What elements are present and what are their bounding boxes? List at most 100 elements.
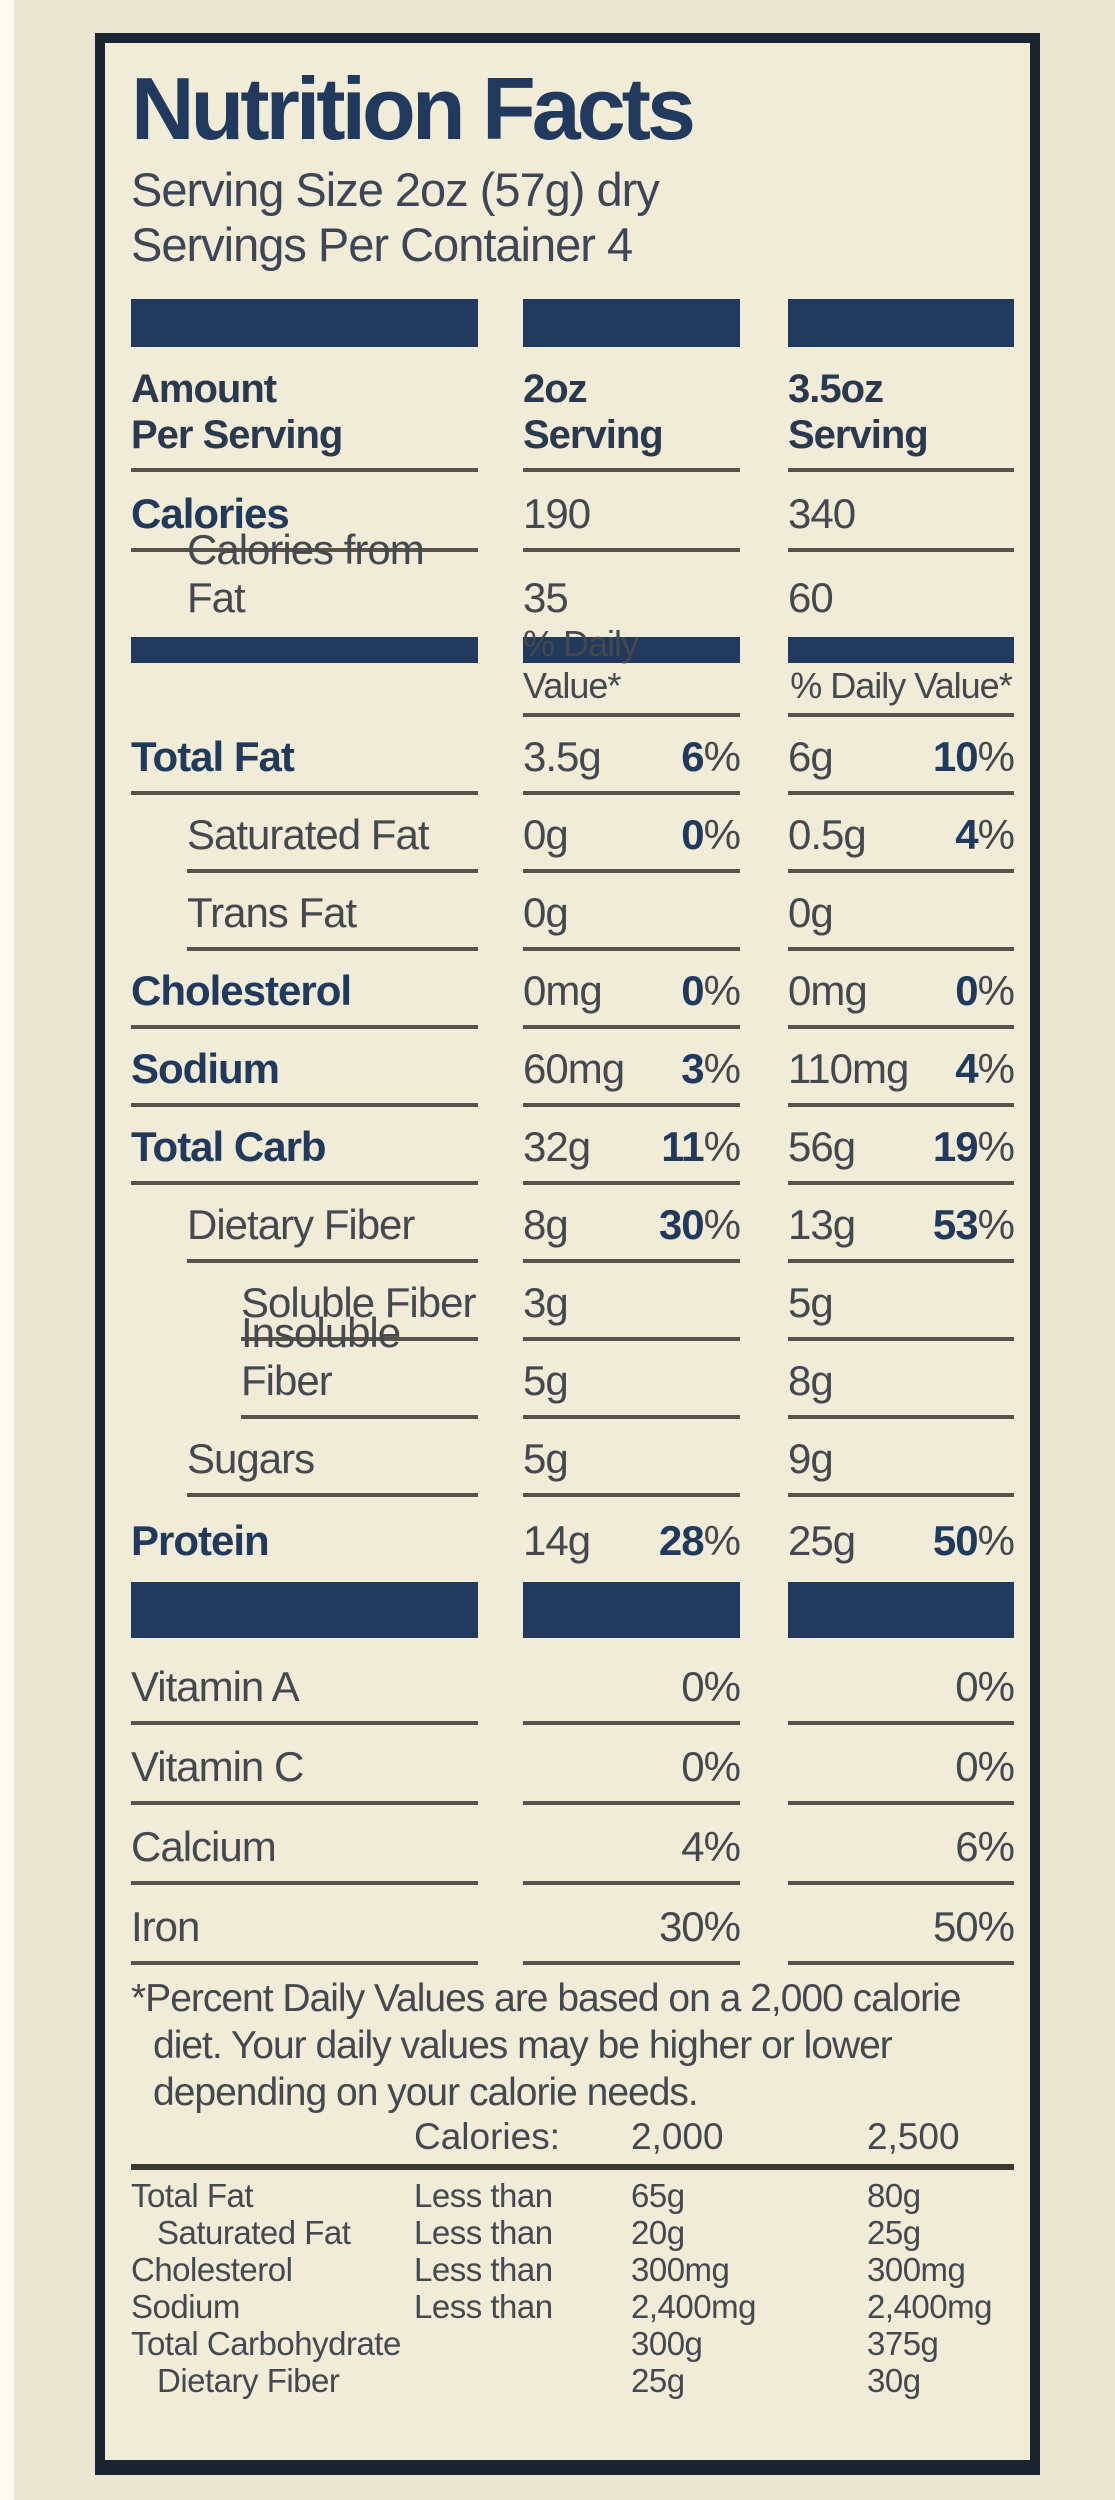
row-cholesterol-label: Cholesterol — [131, 967, 478, 1029]
total-fat-2oz-amount: 3.5g — [523, 733, 602, 780]
nutrition-facts-panel: Nutrition Facts Serving Size 2oz (57g) d… — [95, 33, 1040, 2475]
vitamin-c-3-5oz-dv: 0% — [955, 1743, 1015, 1790]
vitamin-a-2oz-dv: 0% — [681, 1663, 741, 1710]
servings-per-container-text: Servings Per Container 4 — [131, 218, 633, 271]
column-headers-row: Amount Per Serving 2oz Serving 3.5oz Ser… — [131, 347, 1014, 472]
saturated-fat-3-5oz-dv: 4% — [955, 811, 1015, 858]
calcium-2oz-dv: 4% — [681, 1823, 741, 1870]
reference-dietary-fiber-2000: 25g — [631, 2362, 685, 2399]
total-carb-2oz-amount: 32g — [523, 1123, 591, 1170]
calories-3-5oz-value: 340 — [788, 490, 856, 537]
reference-dietary-fiber-label: Dietary Fiber — [157, 2362, 340, 2399]
total-carb-3-5oz-amount: 56g — [788, 1123, 856, 1170]
row-iron: Iron 30% 50% — [131, 1885, 1015, 1965]
row-calories-from-fat-label: Calories from Fat — [187, 526, 425, 621]
cholesterol-3-5oz-dv: 0% — [955, 967, 1015, 1014]
row-vitamin-a: Vitamin A 0% 0% — [131, 1645, 1015, 1725]
row-vitamin-c: Vitamin C 0% 0% — [131, 1725, 1015, 1805]
row-dietary-fiber: Dietary Fiber 8g 30% 13g 53% — [131, 1185, 1015, 1263]
saturated-fat-2oz-dv: 0% — [681, 811, 741, 858]
reference-saturated-fat-2000: 20g — [631, 2214, 685, 2251]
reference-row-dietary-fiber: Dietary Fiber 25g 30g — [131, 2362, 1014, 2400]
page-edge-strip — [0, 0, 14, 2500]
reference-sodium-qualifier: Less than — [414, 2288, 553, 2325]
total-fat-2oz-dv: 6% — [681, 733, 741, 780]
vitamin-c-2oz-dv: 0% — [681, 1743, 741, 1790]
sodium-3-5oz-dv: 4% — [955, 1045, 1015, 1092]
row-soluble-fiber-label: Soluble Fiber — [241, 1279, 478, 1341]
reference-total-fat-2000: 65g — [631, 2177, 685, 2214]
reference-table-header: Calories: 2,000 2,500 — [131, 2110, 1014, 2170]
reference-2500-header: 2,500 — [867, 2116, 960, 2157]
dietary-fiber-2oz-dv: 30% — [658, 1201, 741, 1248]
reference-row-saturated-fat: Saturated Fat Less than 20g 25g — [131, 2214, 1014, 2252]
saturated-fat-2oz-amount: 0g — [523, 811, 569, 858]
sugars-3-5oz-amount: 9g — [788, 1435, 834, 1482]
divider-bar — [523, 637, 740, 663]
divider-bar — [131, 1582, 478, 1638]
row-total-carb: Total Carb 32g 11% 56g 19% — [131, 1107, 1015, 1185]
soluble-fiber-2oz-amount: 3g — [523, 1279, 569, 1326]
divider-bar — [131, 637, 478, 663]
row-total-fat-label: Total Fat — [131, 733, 478, 795]
row-insoluble-fiber: Insoluble Fiber 5g 8g — [131, 1309, 1014, 1419]
reference-total-fat-qualifier: Less than — [414, 2177, 553, 2214]
divider-bar — [523, 299, 740, 347]
column-header-2oz: 2oz Serving — [523, 366, 740, 472]
sodium-2oz-amount: 60mg — [523, 1045, 625, 1092]
row-protein: Protein 14g 28% 25g 50% — [131, 1497, 1015, 1575]
reference-cholesterol-label: Cholesterol — [131, 2251, 293, 2288]
serving-size-text: Serving Size 2oz (57g) dry — [131, 163, 660, 216]
row-iron-label: Iron — [131, 1903, 478, 1965]
row-trans-fat-label: Trans Fat — [187, 889, 478, 951]
row-vitamin-a-label: Vitamin A — [131, 1663, 478, 1725]
reference-cholesterol-2500: 300mg — [867, 2251, 966, 2288]
row-dietary-fiber-label: Dietary Fiber — [187, 1201, 478, 1263]
reference-dietary-fiber-2500: 30g — [867, 2362, 921, 2399]
total-fat-3-5oz-dv: 10% — [932, 733, 1015, 780]
divider-bar — [131, 299, 478, 347]
row-cholesterol: Cholesterol 0mg 0% 0mg 0% — [131, 951, 1015, 1029]
reference-row-total-fat: Total Fat Less than 65g 80g — [131, 2177, 1014, 2215]
total-fat-3-5oz-amount: 6g — [788, 733, 834, 780]
panel-title: Nutrition Facts — [131, 59, 696, 158]
protein-2oz-amount: 14g — [523, 1517, 591, 1564]
sugars-2oz-amount: 5g — [523, 1435, 569, 1482]
dietary-fiber-2oz-amount: 8g — [523, 1201, 569, 1248]
daily-value-header-2oz: % Daily Value* — [523, 623, 740, 717]
sodium-2oz-dv: 3% — [681, 1045, 741, 1092]
reference-row-sodium: Sodium Less than 2,400mg 2,400mg — [131, 2288, 1014, 2326]
calories-from-fat-2oz-value: 35 — [523, 574, 569, 621]
calcium-3-5oz-dv: 6% — [955, 1823, 1015, 1870]
daily-values-footnote: *Percent Daily Values are based on a 2,0… — [131, 1977, 961, 2114]
protein-2oz-dv: 28% — [658, 1517, 741, 1564]
column-header-amount-text: Amount Per Serving — [131, 367, 343, 457]
row-total-carb-label: Total Carb — [131, 1123, 478, 1185]
reference-total-carbohydrate-2000: 300g — [631, 2325, 703, 2362]
divider-bar — [523, 1582, 740, 1638]
divider-bars-bottom — [131, 1575, 1014, 1645]
sodium-3-5oz-amount: 110mg — [788, 1045, 909, 1092]
dietary-fiber-3-5oz-dv: 53% — [932, 1201, 1015, 1248]
column-header-3-5oz: 3.5oz Serving — [788, 366, 1014, 472]
total-carb-3-5oz-dv: 19% — [932, 1123, 1015, 1170]
total-carb-2oz-dv: 11% — [661, 1123, 741, 1170]
trans-fat-2oz-amount: 0g — [523, 889, 569, 936]
row-insoluble-fiber-label: Insoluble Fiber — [241, 1309, 478, 1419]
reference-total-carbohydrate-2500: 375g — [867, 2325, 939, 2362]
row-sugars: Sugars 5g 9g — [131, 1419, 1014, 1497]
reference-row-total-carbohydrate: Total Carbohydrate 300g 375g — [131, 2325, 1014, 2363]
row-calcium-label: Calcium — [131, 1823, 478, 1885]
daily-value-header-3-5oz: % Daily Value* — [788, 665, 1014, 717]
reference-sodium-2000: 2,400mg — [631, 2288, 756, 2325]
reference-total-fat-label: Total Fat — [131, 2177, 254, 2214]
iron-2oz-dv: 30% — [658, 1903, 741, 1950]
reference-total-carbohydrate-label: Total Carbohydrate — [131, 2325, 401, 2362]
calories-from-fat-3-5oz-value: 60 — [788, 574, 834, 621]
row-total-fat: Total Fat 3.5g 6% 6g 10% — [131, 717, 1015, 795]
protein-3-5oz-dv: 50% — [932, 1517, 1015, 1564]
divider-bar — [788, 299, 1014, 347]
row-soluble-fiber: Soluble Fiber 3g 5g — [131, 1263, 1014, 1341]
column-header-2oz-text: 2oz Serving — [523, 367, 664, 457]
row-trans-fat: Trans Fat 0g 0g — [131, 873, 1014, 951]
